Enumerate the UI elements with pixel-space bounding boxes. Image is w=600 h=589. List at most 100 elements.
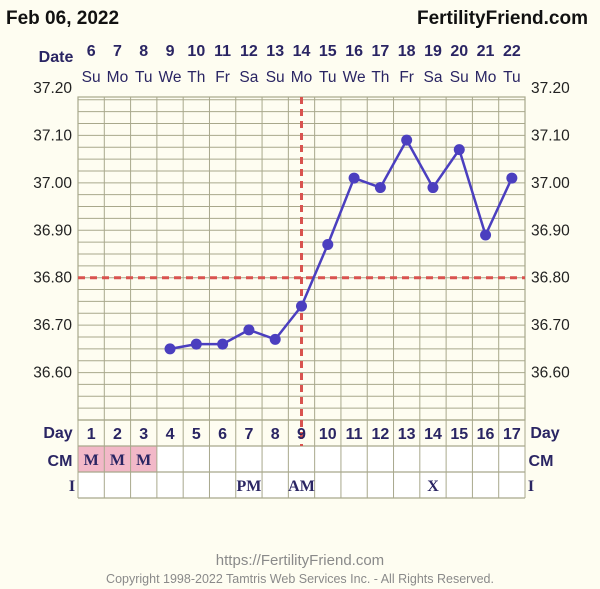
day-row-label-right: Day: [530, 425, 559, 442]
cycle-day-label: 5: [192, 426, 201, 443]
weekday-label: Su: [82, 69, 101, 86]
cycle-day-label: 9: [297, 426, 306, 443]
weekday-label: Fr: [399, 69, 414, 86]
date-label: 7: [113, 43, 122, 60]
cycle-day-label: 11: [346, 426, 363, 443]
date-label: 6: [87, 43, 96, 60]
y-tick-label-left: 36.90: [33, 222, 72, 239]
cycle-day-label: 15: [450, 426, 468, 443]
cycle-day-label: 6: [218, 426, 227, 443]
cycle-day-label: 2: [113, 426, 122, 443]
y-tick-label-right: 36.80: [531, 270, 570, 287]
temperature-point[interactable]: [243, 324, 255, 336]
cm-value: M: [84, 452, 99, 469]
weekday-label: Su: [450, 69, 469, 86]
y-tick-label-left: 36.60: [33, 365, 72, 382]
cm-row-label-right: CM: [529, 453, 554, 470]
temperature-point[interactable]: [296, 300, 307, 312]
temperature-point[interactable]: [322, 238, 334, 250]
weekday-label: Tu: [135, 69, 153, 86]
y-tick-label-right: 36.90: [531, 222, 570, 239]
intercourse-value: PM: [236, 478, 261, 495]
date-label: 14: [293, 43, 311, 60]
cycle-day-label: 3: [139, 426, 148, 443]
date-header: 6 Su 7 Mo 8 Tu 9 We 10 Th 11 Fr 12 Sa 13 Su 14 Mo 15 Tu 16 We…: [82, 43, 521, 86]
temperature-point[interactable]: [269, 333, 281, 345]
y-tick-label-right: 37.10: [531, 127, 570, 144]
date-label: 16: [345, 43, 363, 60]
cycle-day-label: 10: [319, 426, 337, 443]
cm-cell-fill: [78, 446, 105, 472]
i-row-label-left: I: [69, 478, 75, 495]
cm-value: M: [136, 452, 151, 469]
weekday-label: Th: [371, 69, 389, 86]
cm-cell-fill: [130, 446, 157, 472]
cycle-day-label: 7: [244, 426, 253, 443]
y-tick-label-left: 37.10: [33, 127, 72, 144]
date-label: 10: [187, 43, 205, 60]
footer-copyright: Copyright 1998-2022 Tamtris Web Services…: [106, 572, 494, 586]
y-tick-label-left: 36.80: [33, 270, 72, 287]
weekday-label: Th: [187, 69, 205, 86]
temperature-point[interactable]: [506, 172, 518, 184]
cycle-day-label: 16: [477, 426, 495, 443]
footer-url[interactable]: https://FertilityFriend.com: [216, 552, 384, 569]
weekday-label: Sa: [423, 69, 442, 86]
i-row-label-right: I: [528, 478, 534, 495]
intercourse-value: AM: [288, 478, 315, 495]
weekday-label: Mo: [107, 69, 129, 86]
date-label: 17: [371, 43, 389, 60]
cycle-day-label: 14: [424, 426, 442, 443]
cycle-day-label: 8: [271, 426, 280, 443]
cycle-day-label: 13: [398, 426, 416, 443]
weekday-label: Tu: [503, 69, 521, 86]
date-label: 8: [139, 43, 148, 60]
cycle-day-label: 1: [87, 426, 96, 443]
weekday-label: Sa: [239, 69, 258, 86]
cycle-day-label: 17: [503, 426, 521, 443]
y-tick-label-right: 36.60: [531, 365, 570, 382]
header-site[interactable]: FertilityFriend.com: [417, 8, 588, 29]
date-row-label: Date: [39, 49, 74, 66]
header-date: Feb 06, 2022: [6, 8, 119, 29]
date-label: 11: [214, 43, 231, 60]
cycle-day-label: 4: [166, 426, 175, 443]
date-label: 9: [166, 43, 175, 60]
y-tick-label-right: 36.70: [531, 317, 570, 334]
temperature-point[interactable]: [374, 182, 386, 194]
y-axis: 36.60 36.60 36.70 36.70 36.80 36.80 36.90 36.90…: [33, 80, 570, 382]
y-tick-label-right: 37.20: [531, 80, 570, 97]
weekday-label: Mo: [291, 69, 313, 86]
coverline-layer: [78, 97, 525, 420]
intercourse-value: X: [427, 478, 439, 495]
temperature-point[interactable]: [480, 229, 492, 241]
date-label: 15: [319, 43, 337, 60]
cm-row-label-left: CM: [48, 453, 73, 470]
y-tick-label-left: 37.20: [33, 80, 72, 97]
day-row-label-left: Day: [43, 425, 72, 442]
temperature-point[interactable]: [217, 338, 229, 350]
cycle-day-label: 12: [371, 426, 389, 443]
temperature-series: [164, 134, 518, 355]
temperature-point[interactable]: [164, 343, 176, 355]
weekday-label: Fr: [215, 69, 230, 86]
date-label: 13: [266, 43, 284, 60]
weekday-label: We: [159, 69, 182, 86]
date-label: 19: [424, 43, 442, 60]
cm-value: M: [110, 452, 125, 469]
temperature-point[interactable]: [427, 182, 439, 194]
date-label: 18: [398, 43, 416, 60]
cm-cell-fill: [104, 446, 131, 472]
temperature-point[interactable]: [348, 172, 360, 184]
y-tick-label-right: 37.00: [531, 175, 570, 192]
date-label: 12: [240, 43, 258, 60]
temperature-point[interactable]: [453, 144, 465, 156]
date-label: 20: [450, 43, 468, 60]
weekday-label: We: [343, 69, 366, 86]
temperature-point[interactable]: [190, 338, 202, 350]
temperature-point[interactable]: [401, 134, 413, 146]
day-table: 1 2 3 4 5 6 7 8 9 10 11 12 13 14 15 16 17M M MPM AM X: [77, 419, 526, 499]
weekday-label: Mo: [475, 69, 497, 86]
weekday-label: Su: [266, 69, 285, 86]
